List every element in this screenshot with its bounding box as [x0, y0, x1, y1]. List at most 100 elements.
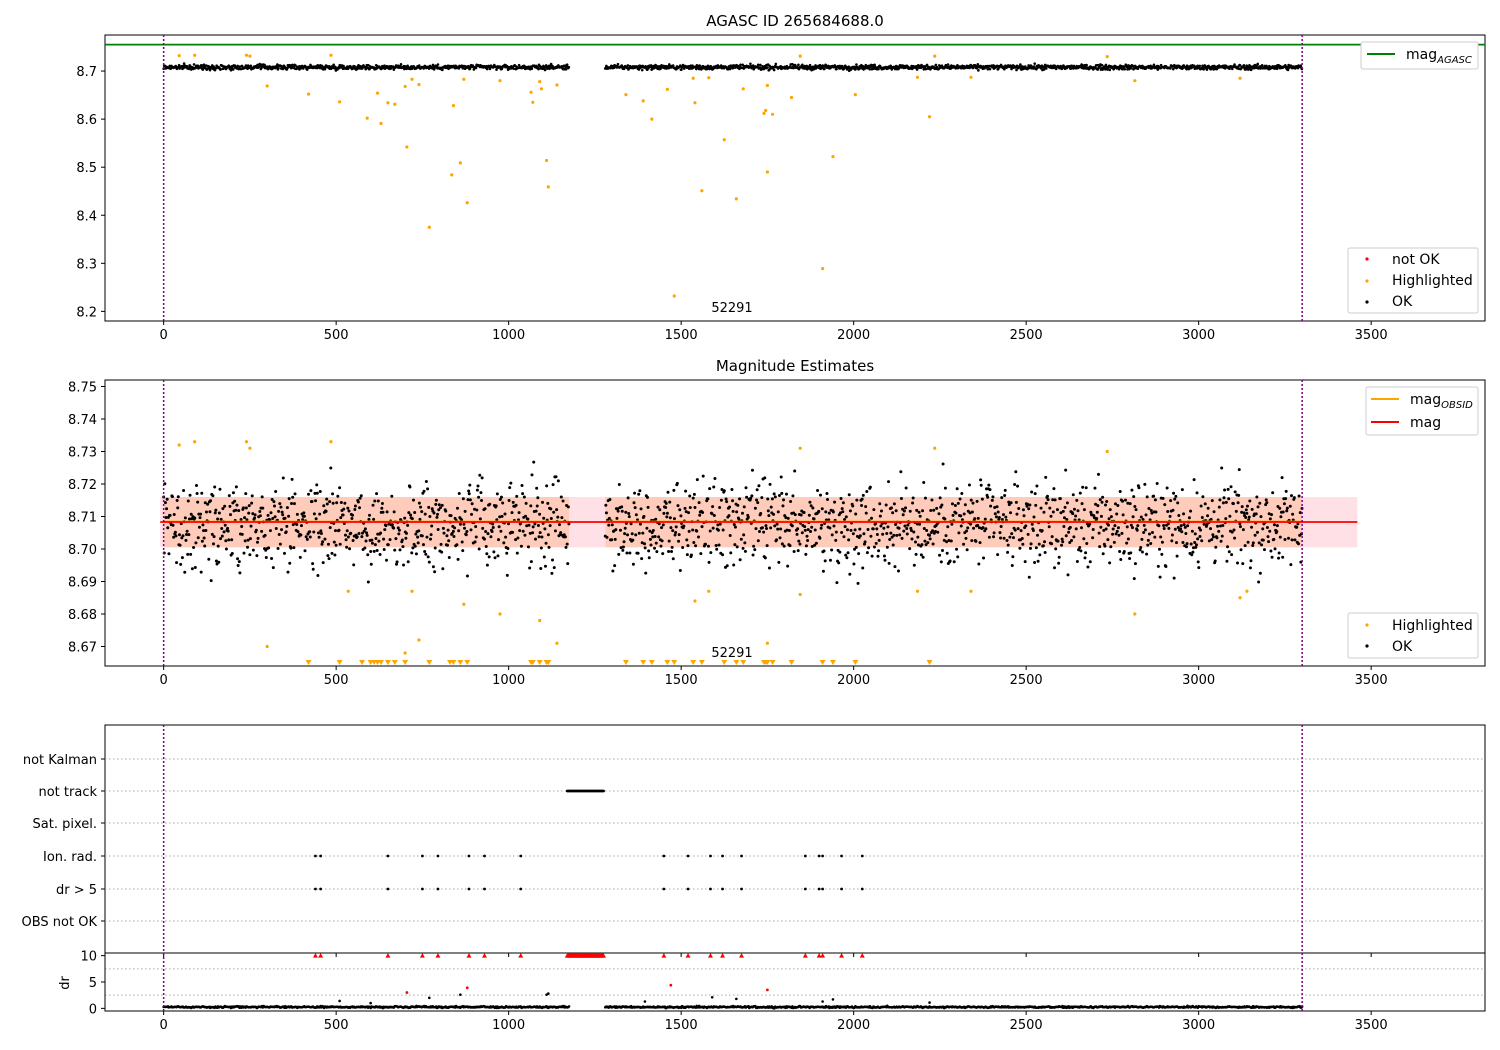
ok-point	[1011, 536, 1015, 540]
ok-point	[355, 535, 359, 539]
ok-point	[536, 496, 540, 500]
panel2-legend-bottom: Highlighted OK	[1347, 612, 1479, 659]
ok-point	[1044, 67, 1048, 70]
ok-point	[338, 486, 342, 490]
flag-row-label: Ion. rad.	[43, 850, 97, 865]
ok-point	[945, 540, 949, 544]
ok-point	[742, 533, 746, 537]
ok-point	[428, 515, 432, 519]
ok-point	[1126, 537, 1130, 541]
ok-point	[625, 551, 629, 555]
ok-point	[862, 542, 866, 546]
ok-point	[388, 538, 392, 542]
ok-point	[165, 497, 169, 501]
ok-point	[746, 515, 750, 519]
ok-point	[844, 515, 848, 519]
ok-point	[665, 515, 669, 519]
ok-point	[1289, 563, 1293, 567]
ok-point	[1262, 548, 1266, 552]
ok-point	[504, 535, 508, 539]
ok-point	[238, 571, 242, 575]
ok-point	[903, 524, 907, 528]
below-range-marker	[926, 660, 933, 665]
ok-point	[241, 506, 245, 510]
highlighted-point	[450, 173, 454, 177]
ok-point	[894, 509, 898, 513]
ok-point	[1046, 498, 1050, 502]
ok-point	[550, 571, 554, 575]
ok-point	[685, 553, 689, 557]
ok-point	[1235, 561, 1239, 565]
ok-point	[1267, 512, 1271, 516]
ok-point	[196, 536, 200, 540]
ok-point	[938, 496, 942, 500]
ok-point	[1241, 528, 1245, 532]
ok-point	[227, 494, 231, 498]
ok-point	[689, 553, 693, 557]
ok-point	[988, 488, 992, 492]
ok-point	[374, 536, 378, 540]
ok-point	[214, 508, 218, 512]
ok-point	[467, 492, 471, 496]
ok-point	[621, 545, 625, 549]
ok-point	[983, 517, 987, 521]
panel1-plot-area: 0 500 1000 1500 2000 2500 3000 35008.28.38.48.5…	[76, 34, 1486, 343]
ok-point	[321, 540, 325, 544]
ok-point	[934, 63, 938, 67]
ok-point	[327, 557, 331, 561]
x-tick-label: 1000	[492, 328, 525, 343]
ok-point	[711, 526, 715, 530]
ok-point	[1211, 535, 1215, 539]
ok-point	[864, 505, 868, 509]
ok-point	[884, 503, 888, 507]
ok-point	[1125, 525, 1129, 529]
ok-point	[962, 512, 966, 516]
ok-point	[1030, 490, 1034, 494]
ok-point	[182, 489, 186, 493]
ok-point	[844, 553, 848, 557]
ok-point	[416, 535, 420, 539]
ok-point	[237, 560, 241, 564]
ok-point	[750, 494, 754, 498]
ok-point	[560, 516, 564, 520]
ok-point	[709, 551, 713, 555]
x-tick-label: 500	[324, 673, 349, 688]
ok-point	[735, 510, 739, 514]
ok-point	[497, 525, 501, 529]
ok-point	[189, 512, 193, 516]
ok-point	[805, 534, 809, 538]
ok-point	[691, 496, 695, 500]
ok-point	[487, 555, 491, 559]
dr-flag	[821, 887, 824, 891]
highlighted-point	[539, 87, 544, 91]
ok-point	[440, 550, 444, 554]
ok-point	[812, 517, 816, 521]
ok-point	[523, 533, 527, 537]
ok-point	[820, 523, 824, 527]
ok-point	[894, 523, 898, 527]
ok-point	[890, 535, 894, 539]
ok-point	[1152, 63, 1156, 67]
ok-point	[333, 529, 337, 533]
ok-point	[495, 518, 499, 522]
legend-mag-label: mag	[1410, 415, 1441, 431]
ok-point	[848, 572, 852, 576]
ok-point	[1232, 528, 1236, 532]
ok-point	[532, 460, 536, 464]
ok-point	[231, 68, 235, 71]
ok-point	[779, 527, 783, 531]
ok-point	[946, 63, 950, 66]
ok-point	[834, 530, 838, 534]
ok-point	[728, 505, 732, 509]
ok-point	[764, 524, 768, 528]
ok-point	[919, 553, 923, 557]
ion-rad-flag	[421, 854, 424, 858]
ok-point	[962, 542, 966, 546]
ok-point	[604, 511, 608, 515]
ok-point	[1023, 560, 1027, 564]
ok-point	[204, 529, 208, 533]
highlighted-point	[969, 75, 973, 79]
ok-point	[898, 533, 902, 537]
ok-point	[717, 543, 721, 547]
